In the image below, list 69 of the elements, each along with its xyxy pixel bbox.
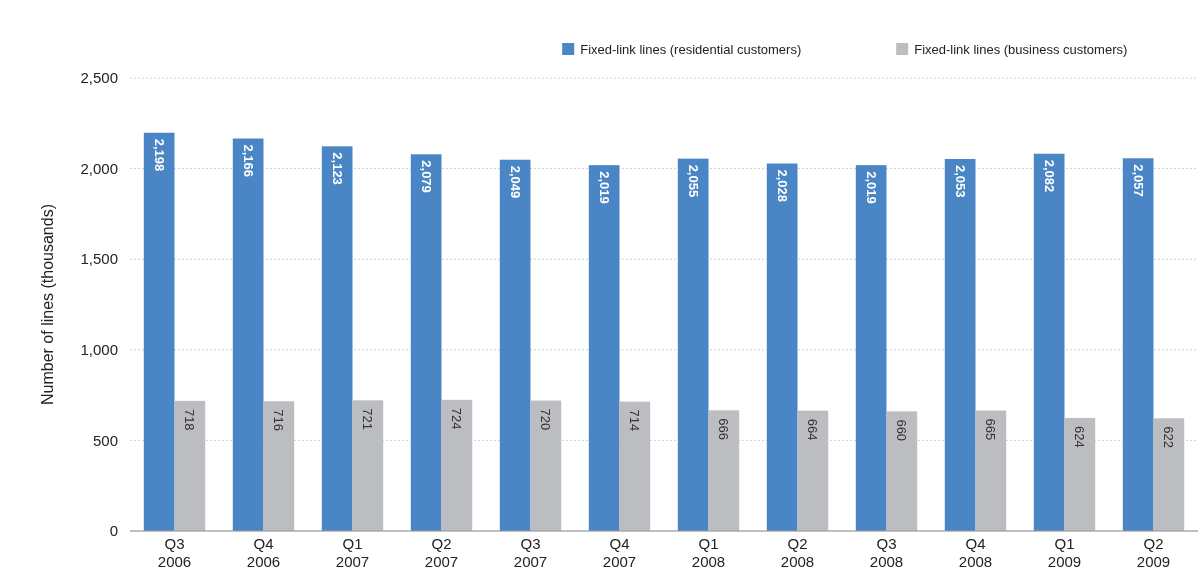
data-label: 622 <box>1161 426 1177 448</box>
x-tick-label: Q4 2006 <box>246 535 281 570</box>
bar <box>886 411 918 531</box>
bar <box>1153 418 1185 531</box>
bar <box>1033 153 1065 531</box>
bar <box>143 132 175 531</box>
y-tick-label: 0 <box>109 522 118 540</box>
bar <box>530 400 562 531</box>
x-tick-label: Q1 2009 <box>1047 535 1082 570</box>
bar <box>975 410 1007 531</box>
bar <box>619 401 651 531</box>
data-label: 721 <box>360 408 376 431</box>
bar <box>410 154 442 531</box>
bar <box>174 400 206 531</box>
data-label: 2,053 <box>952 165 968 198</box>
bar <box>263 401 295 531</box>
legend-label: Fixed-link lines (residential customers) <box>580 41 802 57</box>
bar <box>588 165 620 531</box>
bar <box>855 165 887 531</box>
y-axis-title: Number of lines (thousands) <box>39 204 56 405</box>
x-tick-label: Q3 2008 <box>869 535 904 570</box>
data-label: 665 <box>983 418 999 441</box>
x-tick-label: Q2 2007 <box>424 535 459 570</box>
y-tick-label: 2,500 <box>80 69 118 87</box>
bar <box>677 158 709 531</box>
bar <box>797 410 829 531</box>
bar <box>441 399 473 531</box>
bar <box>944 159 976 531</box>
bar <box>1064 417 1096 531</box>
data-label: 2,082 <box>1041 159 1057 193</box>
x-tick-label: Q4 2008 <box>958 535 993 570</box>
legend-label: Fixed-link lines (business customers) <box>914 41 1128 57</box>
bar <box>232 138 264 531</box>
y-tick-label: 1,000 <box>80 341 118 359</box>
data-label: 2,055 <box>685 164 701 198</box>
bar <box>708 410 740 531</box>
x-tick-label: Q2 2008 <box>780 535 815 570</box>
data-label: 2,019 <box>863 171 879 204</box>
bar <box>766 163 798 531</box>
bar <box>499 159 531 531</box>
data-label: 2,198 <box>151 138 167 172</box>
x-tick-label: Q1 2007 <box>335 535 370 570</box>
x-tick-label: Q2 2009 <box>1136 535 1171 570</box>
data-label: 2,028 <box>774 169 790 203</box>
x-tick-label: Q3 2006 <box>157 535 192 570</box>
bar <box>352 400 384 531</box>
data-label: 666 <box>716 418 732 441</box>
data-label: 2,019 <box>596 171 612 204</box>
data-label: 664 <box>805 418 821 441</box>
data-label: 2,166 <box>240 144 256 178</box>
data-label: 718 <box>182 408 198 431</box>
data-label: 720 <box>538 408 554 431</box>
data-label: 2,049 <box>507 165 523 199</box>
data-label: 716 <box>271 409 287 431</box>
data-label: 624 <box>1072 425 1088 448</box>
y-tick-label: 1,500 <box>80 250 118 268</box>
data-label: 660 <box>894 419 910 442</box>
x-tick-label: Q1 2008 <box>691 535 726 570</box>
data-label: 2,057 <box>1130 164 1146 197</box>
x-tick-label: Q4 2007 <box>602 535 637 570</box>
x-tick-label: Q3 2007 <box>513 535 548 570</box>
y-tick-label: 2,000 <box>80 159 118 177</box>
data-label: 2,079 <box>418 160 434 193</box>
y-tick-label: 500 <box>92 431 118 449</box>
data-label: 2,123 <box>329 152 345 185</box>
data-label: 724 <box>449 407 465 430</box>
data-label: 714 <box>627 409 643 432</box>
bar <box>1122 158 1154 531</box>
bar <box>321 146 353 531</box>
